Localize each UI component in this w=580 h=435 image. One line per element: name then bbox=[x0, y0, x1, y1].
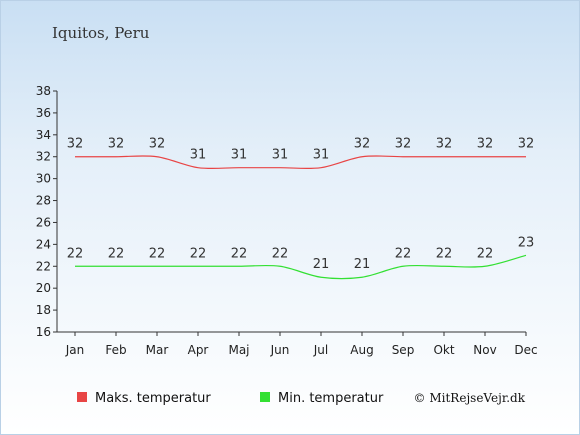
y-tick-label: 30 bbox=[36, 172, 51, 186]
data-label: 32 bbox=[518, 137, 535, 152]
x-tick-label: Jul bbox=[313, 343, 328, 357]
data-label: 22 bbox=[272, 246, 289, 261]
y-tick-label: 16 bbox=[36, 325, 51, 339]
y-tick-label: 24 bbox=[36, 237, 51, 251]
credit-text: © MitRejseVejr.dk bbox=[414, 391, 526, 405]
y-tick-label: 26 bbox=[36, 215, 51, 229]
data-label: 22 bbox=[477, 246, 494, 261]
x-tick-label: Apr bbox=[188, 343, 209, 357]
legend-label-min: Min. temperatur bbox=[278, 391, 384, 406]
data-label: 32 bbox=[108, 137, 125, 152]
data-label: 22 bbox=[395, 246, 412, 261]
x-tick-label: Okt bbox=[433, 343, 454, 357]
y-tick-label: 28 bbox=[36, 194, 51, 208]
data-label: 32 bbox=[149, 137, 166, 152]
data-label: 32 bbox=[477, 137, 494, 152]
data-label: 22 bbox=[190, 246, 207, 261]
y-tick-label: 20 bbox=[36, 281, 51, 295]
data-label: 21 bbox=[354, 257, 371, 272]
legend-label-max: Maks. temperatur bbox=[95, 391, 211, 406]
data-label: 23 bbox=[518, 235, 535, 250]
y-tick-label: 34 bbox=[36, 128, 51, 142]
data-label: 22 bbox=[231, 246, 248, 261]
data-label: 22 bbox=[149, 246, 166, 261]
legend-swatch-min bbox=[260, 392, 270, 402]
data-label: 31 bbox=[272, 148, 289, 163]
data-label: 32 bbox=[436, 137, 453, 152]
data-label: 22 bbox=[108, 246, 125, 261]
data-label: 31 bbox=[313, 148, 330, 163]
data-label: 32 bbox=[354, 137, 371, 152]
x-tick-label: Aug bbox=[350, 343, 373, 357]
data-label: 21 bbox=[313, 257, 330, 272]
chart-title: Iquitos, Peru bbox=[52, 24, 150, 42]
data-label: 32 bbox=[395, 137, 412, 152]
data-label: 22 bbox=[67, 246, 84, 261]
y-tick-label: 32 bbox=[36, 150, 51, 164]
x-tick-label: Sep bbox=[392, 343, 415, 357]
x-tick-label: Nov bbox=[473, 343, 496, 357]
data-label: 31 bbox=[190, 148, 207, 163]
y-tick-label: 38 bbox=[36, 84, 51, 98]
data-label: 32 bbox=[67, 137, 84, 152]
x-tick-label: Mar bbox=[146, 343, 169, 357]
y-tick-label: 18 bbox=[36, 303, 51, 317]
data-label: 22 bbox=[436, 246, 453, 261]
legend: Maks. temperatur Min. temperatur bbox=[77, 391, 384, 406]
data-label: 31 bbox=[231, 148, 248, 163]
series-line-min bbox=[74, 254, 527, 280]
x-tick-label: Maj bbox=[228, 343, 249, 357]
x-tick-label: Jun bbox=[270, 343, 290, 357]
plot-area: 32 32 32 31 31 31 31 32 32 32 32 32 22 22 22 22 22 22 21 21… bbox=[67, 137, 535, 280]
y-tick-label: 22 bbox=[36, 259, 51, 273]
legend-swatch-max bbox=[77, 392, 87, 402]
series-line-max bbox=[74, 155, 527, 170]
x-tick-label: Feb bbox=[105, 343, 126, 357]
x-tick-label: Jan bbox=[65, 343, 85, 357]
axes: 16 18 20 22 24 26 28 30 32 34 36 38 Jan Feb Mar Apr Maj J… bbox=[36, 84, 538, 357]
x-tick-label: Dec bbox=[514, 343, 537, 357]
y-tick-label: 36 bbox=[36, 106, 51, 120]
